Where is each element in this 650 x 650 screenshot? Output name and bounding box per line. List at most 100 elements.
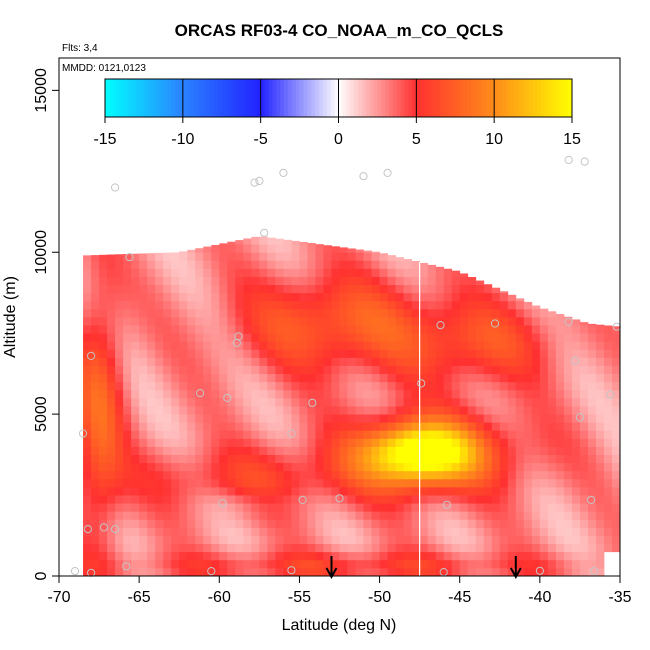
field-cell: [507, 333, 517, 342]
colorbar-segment: [202, 79, 207, 117]
field-cell: [211, 389, 220, 399]
field-cell: [523, 511, 533, 520]
field-cell: [299, 268, 308, 277]
field-cell: [251, 559, 260, 569]
field-cell: [403, 430, 413, 439]
field-cell: [155, 454, 164, 464]
field-cell: [275, 389, 284, 399]
field-cell: [323, 527, 332, 536]
field-cell: [587, 389, 597, 399]
field-cell: [347, 373, 356, 383]
field-cell: [131, 276, 140, 286]
field-cell: [355, 486, 364, 496]
field-cell: [363, 349, 372, 358]
field-cell: [299, 325, 308, 334]
field-cell: [315, 567, 324, 576]
field-cell: [515, 454, 525, 464]
field-cell: [259, 317, 268, 326]
field-cell: [91, 300, 100, 310]
field-cell: [555, 341, 565, 350]
field-cell: [195, 446, 204, 455]
colorbar-segment: [260, 79, 266, 117]
field-cell: [395, 284, 405, 294]
field-cell: [411, 397, 421, 407]
field-cell: [499, 291, 509, 294]
colorbar-segment: [548, 79, 554, 117]
field-cell: [371, 503, 380, 512]
field-cell: [203, 543, 212, 553]
field-cell: [291, 317, 300, 326]
field-cell: [379, 292, 388, 302]
field-cell: [243, 438, 252, 447]
field-cell: [323, 551, 332, 561]
field-cell: [283, 300, 292, 310]
field-cell: [187, 300, 196, 310]
sample-point: [417, 379, 426, 388]
field-cell: [323, 486, 332, 496]
field-cell: [371, 251, 380, 253]
field-cell: [307, 308, 316, 318]
field-cell: [451, 511, 461, 520]
field-cell: [171, 503, 180, 512]
field-cell: [99, 260, 108, 269]
field-cell: [107, 567, 116, 576]
field-cell: [427, 511, 437, 520]
field-cell: [179, 333, 188, 342]
field-cell: [267, 308, 276, 318]
field-cell: [299, 551, 308, 561]
field-cell: [315, 454, 324, 464]
field-cell: [163, 414, 172, 423]
x-tick-label: -50: [368, 589, 391, 606]
field-cell: [291, 406, 300, 415]
field-cell: [515, 519, 525, 528]
field-cell: [555, 438, 565, 447]
field-cell: [219, 519, 228, 528]
field-cell: [195, 406, 204, 415]
field-cell: [171, 300, 180, 310]
field-cell: [123, 430, 132, 439]
field-cell: [211, 373, 220, 383]
field-cell: [331, 317, 340, 326]
field-cell: [371, 430, 380, 439]
field-cell: [115, 341, 124, 350]
field-cell: [331, 357, 340, 366]
field-cell: [371, 308, 380, 318]
field-cell: [435, 284, 445, 294]
field-cell: [531, 511, 541, 520]
field-cell: [507, 559, 517, 569]
colorbar-segment: [517, 79, 522, 117]
field-cell: [131, 341, 140, 350]
field-cell: [139, 567, 148, 576]
field-cell: [435, 389, 445, 399]
field-cell: [403, 551, 413, 561]
colorbar-tick-label: -5: [254, 131, 268, 148]
colorbar-segment: [389, 79, 394, 117]
field-cell: [259, 414, 268, 423]
field-cell: [419, 341, 429, 350]
field-cell: [147, 397, 156, 407]
field-cell: [267, 567, 276, 576]
field-cell: [611, 495, 620, 504]
field-cell: [315, 349, 324, 358]
colorbar-segment: [124, 79, 129, 117]
field-cell: [347, 381, 356, 391]
field-cell: [139, 357, 148, 366]
colorbar-segment: [482, 79, 487, 117]
field-cell: [531, 462, 541, 472]
field-cell: [339, 397, 348, 407]
field-cell: [115, 254, 124, 261]
colorbar-segment: [116, 79, 122, 117]
field-cell: [531, 389, 541, 399]
field-cell: [339, 567, 348, 576]
field-cell: [243, 519, 252, 528]
field-cell: [555, 317, 565, 326]
sample-point: [255, 176, 264, 186]
field-cell: [131, 430, 140, 439]
field-cell: [331, 543, 340, 553]
field-cell: [483, 406, 493, 415]
field-cell: [571, 430, 581, 439]
field-cell: [579, 503, 589, 512]
field-cell: [251, 381, 260, 391]
field-cell: [251, 365, 260, 375]
field-cell: [163, 300, 172, 310]
